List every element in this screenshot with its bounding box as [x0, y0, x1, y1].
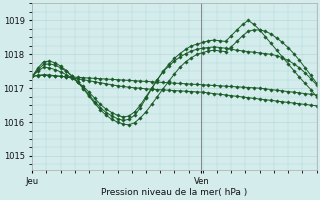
X-axis label: Pression niveau de la mer( hPa ): Pression niveau de la mer( hPa ) — [101, 188, 247, 197]
